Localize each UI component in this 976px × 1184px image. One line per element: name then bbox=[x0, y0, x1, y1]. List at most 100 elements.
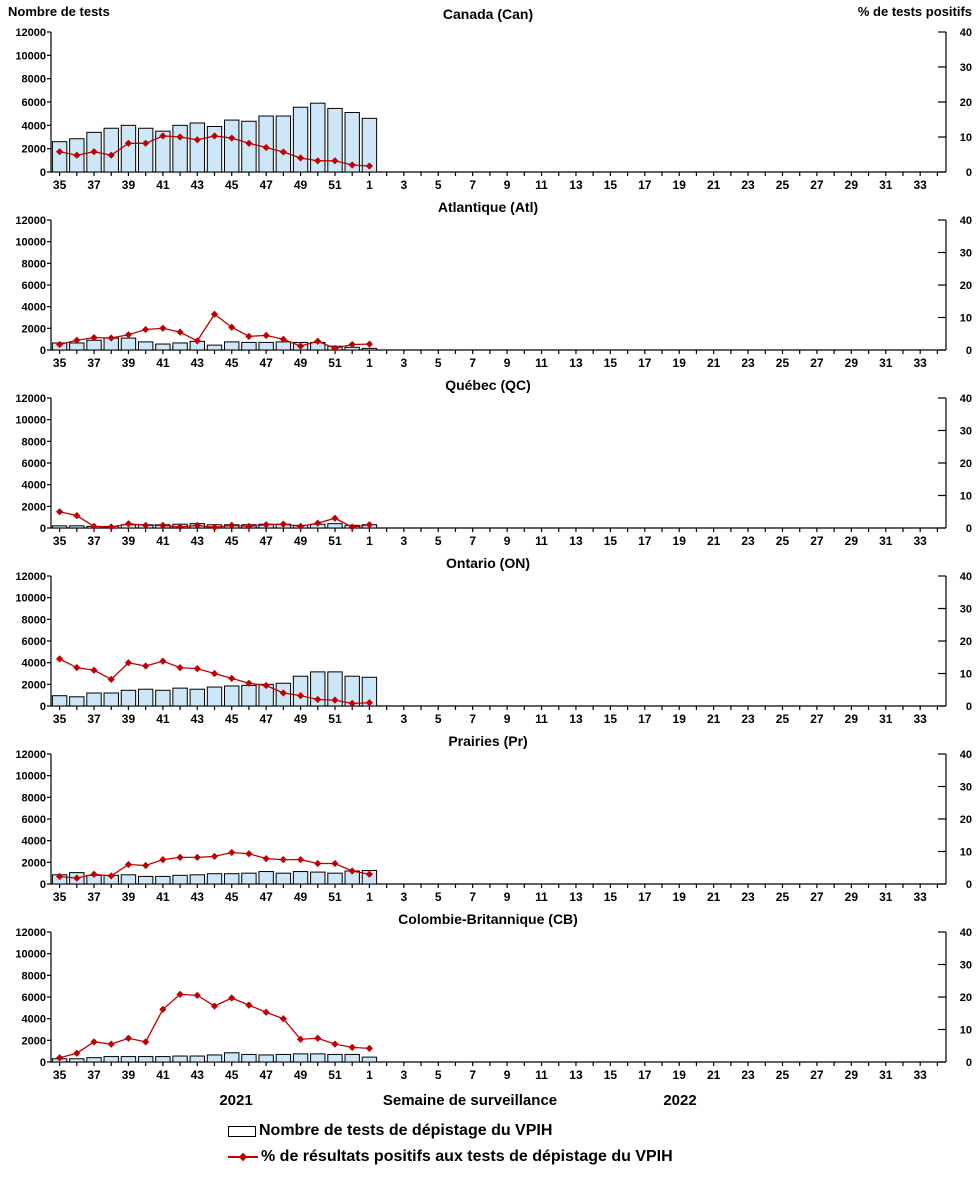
week-tick-label: 35 bbox=[53, 1068, 67, 1082]
diamond-marker bbox=[228, 323, 236, 331]
week-tick-label: 47 bbox=[259, 356, 273, 370]
diamond-marker bbox=[90, 870, 98, 878]
panel-ontario-header: Ontario (ON) bbox=[0, 550, 976, 572]
right-tick-label: 0 bbox=[966, 345, 972, 357]
panel-cb-header: Colombie-Britannique (CB) bbox=[0, 906, 976, 928]
left-tick-label: 8000 bbox=[22, 258, 46, 270]
right-axis-title: % de tests positifs bbox=[857, 4, 972, 19]
week-tick-label: 43 bbox=[191, 1068, 205, 1082]
diamond-marker bbox=[107, 1040, 115, 1048]
week-tick-label: 27 bbox=[810, 356, 824, 370]
test-bar bbox=[86, 1057, 102, 1063]
week-tick-label: 29 bbox=[845, 534, 859, 548]
left-tick-label: 12000 bbox=[15, 928, 46, 939]
week-tick-label: 3 bbox=[400, 1068, 407, 1082]
diamond-marker bbox=[73, 151, 81, 159]
week-tick-label: 41 bbox=[156, 178, 170, 192]
week-tick-label: 15 bbox=[604, 178, 618, 192]
diamond-marker bbox=[124, 1034, 133, 1042]
left-tick-label: 4000 bbox=[22, 1014, 46, 1026]
test-bar bbox=[327, 107, 343, 173]
week-tick-label: 29 bbox=[845, 178, 859, 192]
diamond-marker bbox=[56, 508, 64, 516]
week-tick-label: 23 bbox=[741, 356, 755, 370]
test-bar bbox=[120, 1056, 137, 1063]
left-tick-label: 12000 bbox=[15, 394, 46, 405]
positivity-line bbox=[56, 655, 374, 707]
week-tick-label: 29 bbox=[845, 1068, 859, 1082]
diamond-marker bbox=[73, 512, 81, 520]
right-tick-label: 10 bbox=[960, 1025, 972, 1037]
diamond-marker bbox=[296, 522, 305, 530]
week-tick-label: 35 bbox=[53, 890, 67, 904]
test-bar bbox=[155, 130, 171, 173]
diamond-marker bbox=[210, 310, 219, 318]
left-tick-label: 10000 bbox=[15, 771, 46, 783]
week-tick-label: 13 bbox=[569, 356, 583, 370]
week-tick-label: 19 bbox=[673, 178, 687, 192]
diamond-marker bbox=[193, 991, 201, 999]
diamond-marker bbox=[245, 1001, 253, 1009]
right-tick-label: 20 bbox=[960, 814, 972, 826]
test-bar bbox=[86, 339, 102, 351]
left-tick-label: 10000 bbox=[15, 593, 46, 605]
week-tick-label: 9 bbox=[504, 356, 511, 370]
week-tick-label: 35 bbox=[53, 712, 67, 726]
week-tick-label: 39 bbox=[122, 534, 136, 548]
panel-ontario: Ontario (ON) 0 2000 4000 6000 8000 10000 12000… bbox=[0, 550, 976, 728]
diamond-marker bbox=[331, 1040, 339, 1048]
left-tick-label: 10000 bbox=[15, 415, 46, 427]
left-tick-label: 0 bbox=[40, 523, 46, 535]
week-tick-label: 43 bbox=[191, 356, 205, 370]
week-tick-label: 19 bbox=[673, 356, 687, 370]
week-tick-label: 11 bbox=[535, 534, 548, 548]
left-tick-label: 8000 bbox=[22, 792, 46, 804]
right-tick-label: 0 bbox=[966, 879, 972, 891]
test-bar bbox=[137, 1056, 154, 1063]
right-tick-label: 30 bbox=[960, 62, 972, 74]
diamond-marker bbox=[90, 148, 98, 156]
week-tick-label: 21 bbox=[707, 1068, 721, 1082]
test-count-bars bbox=[51, 671, 378, 707]
test-bar bbox=[103, 692, 119, 707]
week-tick-label: 17 bbox=[638, 1068, 652, 1082]
week-tick-label: 15 bbox=[604, 712, 618, 726]
test-bar bbox=[327, 523, 343, 529]
week-tick-label: 7 bbox=[469, 356, 476, 370]
week-tick-label: 5 bbox=[435, 356, 442, 370]
test-bar bbox=[137, 688, 154, 707]
week-tick-label: 1 bbox=[366, 712, 373, 726]
diamond-marker bbox=[331, 344, 339, 352]
left-tick-label: 8000 bbox=[22, 614, 46, 626]
left-tick-label: 12000 bbox=[15, 572, 46, 583]
week-tick-label: 35 bbox=[53, 534, 67, 548]
week-tick-label: 1 bbox=[366, 534, 373, 548]
legend-line-label: % de résultats positifs aux tests de dép… bbox=[261, 1148, 673, 1165]
week-tick-label: 21 bbox=[707, 534, 721, 548]
left-tick-label: 2000 bbox=[22, 857, 46, 869]
week-tick-label: 3 bbox=[400, 890, 407, 904]
diamond-marker bbox=[142, 325, 150, 334]
week-tick-label: 37 bbox=[87, 1068, 101, 1082]
panel-title-quebec: Québec (QC) bbox=[445, 377, 531, 393]
week-tick-label: 11 bbox=[535, 178, 548, 192]
panel-atlantique-header: Atlantique (Atl) bbox=[0, 194, 976, 216]
diamond-marker bbox=[73, 874, 81, 882]
diamond-marker bbox=[331, 157, 339, 165]
right-tick-label: 0 bbox=[966, 1057, 972, 1069]
week-tick-label: 47 bbox=[259, 1068, 273, 1082]
diamond-marker bbox=[193, 665, 201, 673]
week-tick-label: 51 bbox=[328, 178, 342, 192]
diamond-marker bbox=[348, 1043, 356, 1051]
week-tick-label: 1 bbox=[366, 890, 373, 904]
test-bar bbox=[310, 871, 326, 885]
week-tick-label: 37 bbox=[87, 890, 101, 904]
diamond-marker bbox=[124, 860, 133, 869]
positivity-line bbox=[56, 132, 374, 170]
diamond-marker bbox=[296, 154, 305, 162]
left-tick-label: 4000 bbox=[22, 658, 46, 670]
week-tick-label: 31 bbox=[879, 712, 893, 726]
week-tick-label: 41 bbox=[156, 890, 170, 904]
